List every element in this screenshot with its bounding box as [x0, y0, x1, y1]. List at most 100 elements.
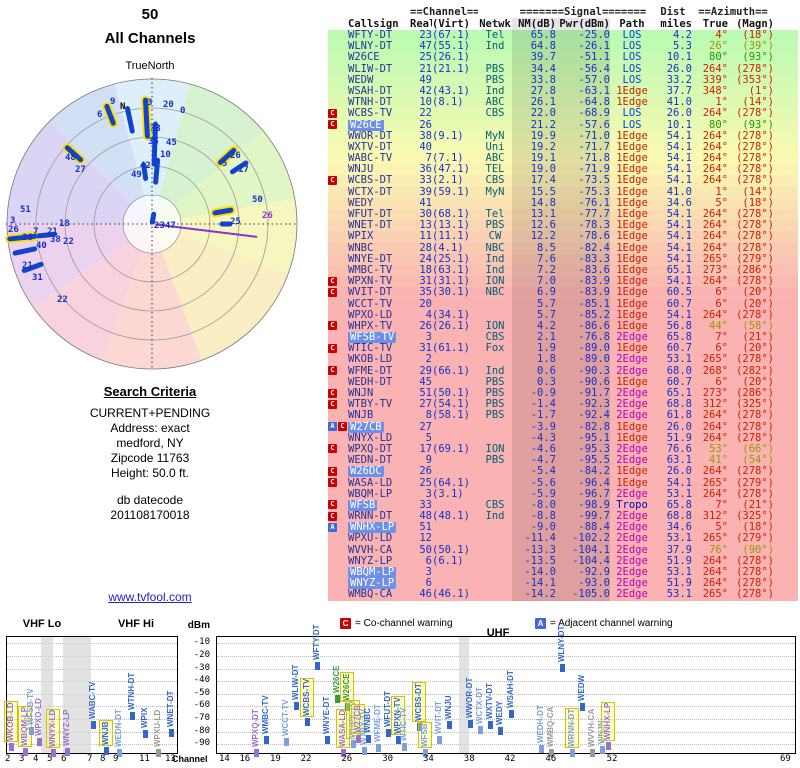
- callsign-link[interactable]: WEDY: [348, 197, 374, 209]
- radar-north-label: TrueNorth: [125, 60, 175, 72]
- signal-path: 1Edge: [616, 85, 648, 97]
- tvfool-link[interactable]: www.tvfool.com: [108, 590, 192, 604]
- table-row: WMBQ-CA 46 (46.1) -14.2 -105.0 2Edge 53.1 265°…: [328, 589, 798, 601]
- channel-virtual: (26.1): [432, 320, 470, 332]
- callsign-link[interactable]: WSAH-DT: [348, 85, 393, 97]
- azimuth-true: 264°: [702, 231, 728, 243]
- table-row: W26CE 25 (26.1) 39.7 -51.1 LOS 10.1 80° (93°): [328, 52, 798, 64]
- callsign-link[interactable]: WXTV-DT: [348, 141, 393, 153]
- callsign-link[interactable]: WNJN: [348, 388, 374, 399]
- azimuth-magnetic: (39°): [742, 41, 774, 53]
- search-line: Height: 50.0 ft.: [110, 466, 190, 480]
- callsign-link[interactable]: W26CE: [348, 119, 384, 131]
- callsign-link[interactable]: WTBY-TV: [348, 399, 393, 411]
- signal-nm: -1.4: [512, 399, 556, 411]
- callsign-link[interactable]: WEDN-DT: [348, 455, 393, 467]
- table-row: C W26CE 26 21.2 -57.6 LOS 10.1 80° (93°): [328, 119, 798, 131]
- signal-power: -57.6: [556, 119, 610, 131]
- callsign-link[interactable]: WTIC-TV: [348, 343, 393, 355]
- azimuth-true: 264°: [702, 209, 728, 220]
- callsign-link[interactable]: WPXO-LD: [348, 309, 393, 321]
- channel-real: 30: [419, 209, 432, 220]
- channel-real: 33: [419, 175, 432, 187]
- callsign-link[interactable]: WVVH-CA: [348, 544, 393, 556]
- callsign-link[interactable]: WASA-LD: [348, 477, 393, 489]
- signal-nm: 0.6: [512, 365, 556, 377]
- cochannel-flag: C: [328, 444, 337, 454]
- callsign-link[interactable]: WNYE-DT: [348, 253, 393, 265]
- callsign-link[interactable]: WNYZ-LP: [348, 578, 397, 590]
- callsign-link[interactable]: WBQM-LP: [348, 488, 393, 500]
- azimuth-true: 264°: [702, 410, 728, 422]
- callsign-link[interactable]: WFSB: [348, 499, 378, 511]
- callsign-link[interactable]: WEDH-DT: [348, 376, 393, 388]
- callsign-link[interactable]: WEDW: [348, 74, 374, 86]
- callsign-link[interactable]: WMBQ-CA: [348, 589, 393, 601]
- callsign-link[interactable]: WLIW-DT: [348, 63, 393, 75]
- callsign-link[interactable]: WWOR-DT: [348, 130, 393, 142]
- callsign-link[interactable]: WHPX-TV: [348, 320, 393, 332]
- callsign-link[interactable]: WPIX: [348, 231, 374, 243]
- azimuth-magnetic: (279°): [736, 477, 774, 489]
- signal-power: -96.4: [556, 477, 610, 489]
- network: Ind: [485, 85, 505, 97]
- callsign-link[interactable]: WNYZ-LP: [348, 555, 393, 567]
- callsign-link[interactable]: WPXQ-DT: [348, 443, 393, 455]
- callsign-link[interactable]: W26CE: [348, 52, 380, 64]
- channel-real: 31: [419, 276, 432, 288]
- callsign-link[interactable]: WRNN-DT: [348, 511, 393, 523]
- callsign-link[interactable]: WPXU-LD: [348, 533, 393, 545]
- signal-nm: 6.9: [512, 287, 556, 299]
- header-signal-group: =======Signal=======: [519, 6, 647, 18]
- azimuth-true: 265°: [702, 533, 728, 545]
- channel-tick: 34: [423, 754, 434, 764]
- callsign-link[interactable]: WBQM-LP: [348, 567, 397, 578]
- table-row: WCCT-TV 20 5.7 -85.1 1Edge 60.7 6° (20°): [328, 298, 798, 310]
- callsign-link[interactable]: WNHX-LP: [348, 522, 397, 534]
- callsign-link[interactable]: WCCT-TV: [348, 298, 393, 310]
- callsign-link[interactable]: WNJB: [348, 410, 374, 422]
- distance-miles: 54.1: [666, 153, 692, 165]
- callsign-link[interactable]: WVIT-DT: [348, 287, 393, 299]
- callsign-link[interactable]: WMBC-TV: [348, 264, 393, 276]
- channel-real: 7: [425, 153, 432, 165]
- table-row: WFSB-TV 3 CBS 2.1 -76.8 2Edge 65.8 7° (21°): [328, 332, 798, 344]
- channel-real: 6: [425, 555, 432, 567]
- callsign-link[interactable]: WNYX-LD: [348, 432, 393, 444]
- channel-tick: 7: [87, 754, 93, 764]
- callsign-link[interactable]: WNJU: [348, 164, 374, 176]
- distance-miles: 33.2: [666, 74, 692, 86]
- network: [478, 533, 512, 544]
- azimuth-true: 273°: [702, 264, 728, 276]
- signal-power: -104.4: [556, 555, 610, 567]
- channel-virtual: (2.1): [432, 175, 464, 187]
- signal-power: -86.6: [556, 320, 610, 333]
- svg-text:25: 25: [230, 217, 241, 227]
- signal-path: LOS: [622, 52, 642, 64]
- callsign-link[interactable]: WCBS-DT: [348, 175, 393, 187]
- callsign-link[interactable]: W27CB: [348, 421, 384, 433]
- signal-nm: -4.6: [512, 443, 556, 456]
- callsign-link[interactable]: WCBS-TV: [348, 108, 393, 120]
- callsign-link[interactable]: WFTY-DT: [348, 30, 393, 41]
- callsign-link[interactable]: WABC-TV: [348, 153, 393, 165]
- signal-nm: 21.2: [512, 119, 556, 131]
- callsign-link[interactable]: WPXN-TV: [348, 276, 393, 288]
- callsign-link[interactable]: W26DC: [348, 466, 384, 478]
- callsign-link[interactable]: WCTX-DT: [348, 186, 393, 198]
- callsign-link[interactable]: WNBC: [348, 242, 374, 254]
- azimuth-true: 264°: [702, 130, 728, 142]
- station-bar: [416, 723, 422, 732]
- callsign-link[interactable]: WLNY-DT: [348, 41, 393, 53]
- azimuth-magnetic: (58°): [742, 320, 774, 332]
- callsign-link[interactable]: WTNH-DT: [348, 97, 393, 109]
- azimuth-magnetic: (278°): [736, 309, 774, 321]
- callsign-link[interactable]: WFSB-TV: [348, 332, 397, 344]
- callsign-link[interactable]: WFUT-DT: [348, 209, 393, 220]
- channel-virtual: (48.1): [432, 511, 470, 523]
- search-line: Address: exact: [110, 421, 190, 435]
- legend-cochannel: C = Co-channel warning: [340, 618, 453, 629]
- callsign-link[interactable]: WKOB-LD: [348, 354, 393, 366]
- callsign-link[interactable]: WNET-DT: [348, 220, 393, 232]
- callsign-link[interactable]: WFME-DT: [348, 365, 393, 377]
